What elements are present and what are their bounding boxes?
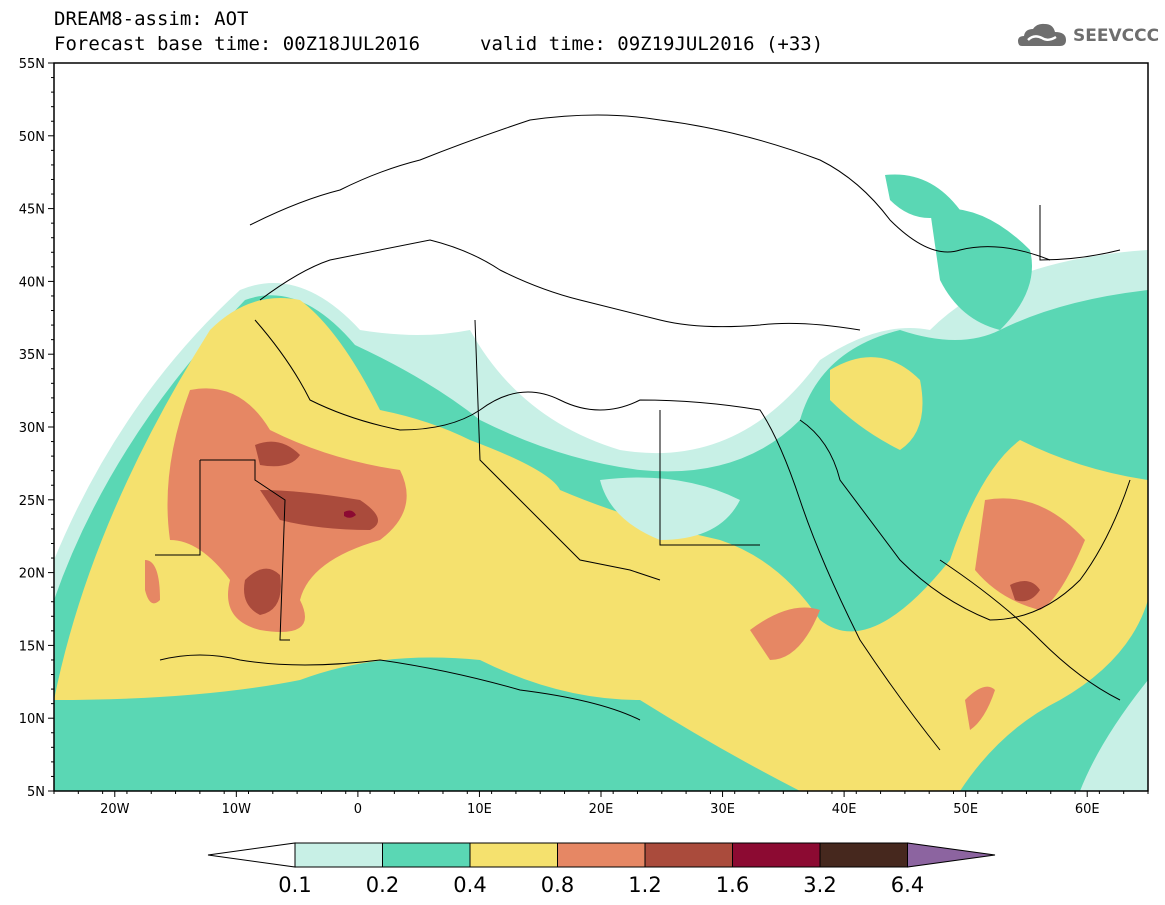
lon-tick-label: 60E [1075,802,1100,817]
colorbar-level-label: 3.2 [803,873,836,897]
aot-0.8-west [145,560,160,604]
colorbar-level-label: 0.8 [541,873,574,897]
lat-tick-label: 55N [19,57,45,72]
aot-1.2-oman [1010,581,1040,602]
longitude-axis: 20W 10W 0 10E 20E 30E 40E 50E 60E [53,791,1149,817]
latitude-axis: 5N 10N 15N 20N 25N 30N 35N 40N 45N 50N 55N [19,57,54,800]
lat-tick-label: 30N [19,421,45,436]
lon-tick-label: 40E [832,802,857,817]
aot-0.8-oman [975,498,1085,610]
colorbar-level-label: 6.4 [891,873,924,897]
aot-clear-libya [600,477,740,540]
lat-tick-label: 40N [19,275,45,290]
aot-0.2-caspian [930,208,1032,330]
aot-1.2-core-2 [255,441,300,467]
lon-tick-label: 20W [100,802,130,817]
lon-tick-label: 20E [589,802,614,817]
colorbar-level-label: 0.4 [453,873,486,897]
lat-tick-label: 50N [19,130,45,145]
aot-0.2-north [885,174,960,218]
aot-0.8-sudan [750,607,820,660]
colorbar-level-label: 0.1 [278,873,311,897]
lon-tick-label: 0 [354,802,362,817]
lat-tick-label: 5N [27,785,45,800]
aot-1.2-core-3 [244,568,281,615]
colorbar: 0.1 0.2 0.4 0.8 1.2 1.6 3.2 6.4 [207,842,996,897]
aot-0.4-band [54,298,1148,791]
colorbar-segment [644,842,733,868]
colorbar-segment [732,842,821,868]
lat-tick-label: 35N [19,348,45,363]
colorbar-level-label: 1.6 [716,873,749,897]
aot-1.2-core-1 [260,490,378,530]
colorbar-high-arrow [907,842,996,868]
lon-tick-label: 30E [710,802,735,817]
aot-1.6-core [344,510,356,518]
colorbar-level-label: 1.2 [628,873,661,897]
aot-0.4-mideast [830,357,923,450]
forecast-base-time: Forecast base time: 00Z18JUL2016 [54,33,421,55]
colorbar-segment [382,842,471,868]
lat-tick-label: 15N [19,639,45,654]
colorbar-segment [819,842,908,868]
map-title: DREAM8-assim: AOT [54,8,249,30]
lon-tick-label: 50E [953,802,978,817]
colorbar-segment [469,842,558,868]
lat-tick-label: 45N [19,203,45,218]
valid-time: valid time: 09Z19JUL2016 (+33) [480,33,824,55]
cloud-icon [1018,23,1066,46]
aot-0.8-somalia [965,686,995,730]
lat-tick-label: 20N [19,567,45,582]
aot-contours [54,174,1148,791]
colorbar-low-arrow [207,842,296,868]
lat-tick-label: 25N [19,494,45,509]
lon-tick-label: 10E [467,802,492,817]
colorbar-level-label: 0.2 [366,873,399,897]
colorbar-segment [294,842,383,868]
coastlines [155,114,1131,751]
lon-tick-label: 10W [222,802,252,817]
logo-text: SEEVCCC [1073,26,1160,46]
colorbar-segment [557,842,646,868]
lat-tick-label: 10N [19,712,45,727]
